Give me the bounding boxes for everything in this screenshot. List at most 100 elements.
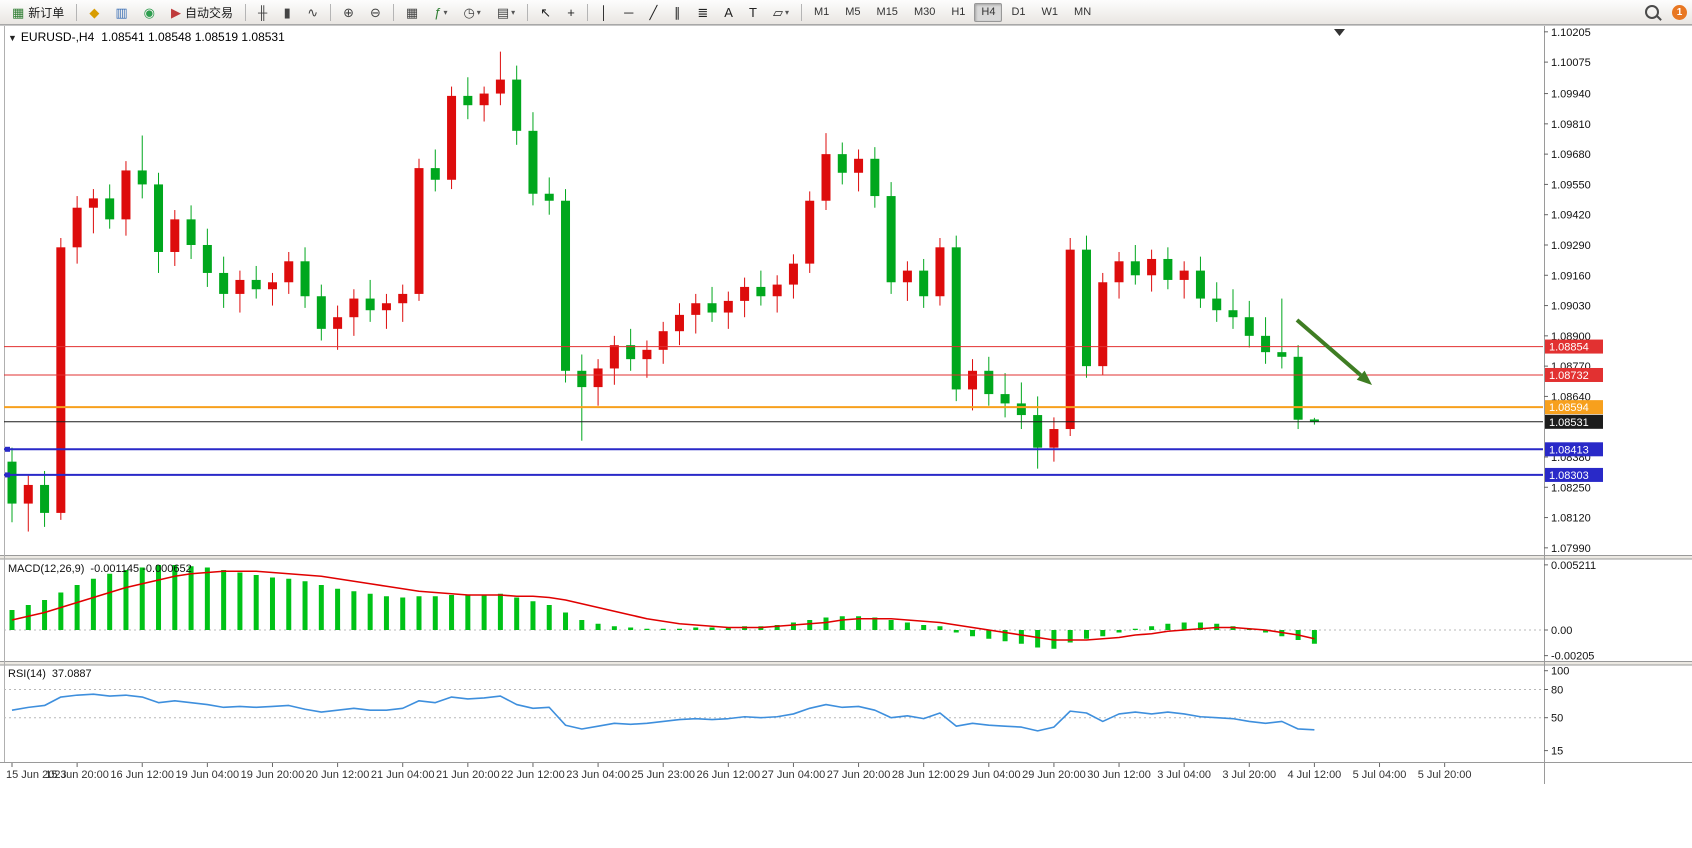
- svg-text:1.09940: 1.09940: [1551, 89, 1591, 101]
- svg-text:3 Jul 04:00: 3 Jul 04:00: [1157, 769, 1211, 781]
- timeframe-d1[interactable]: D1: [1004, 3, 1032, 22]
- timeframe-mn[interactable]: MN: [1067, 3, 1098, 22]
- text-icon: A: [724, 4, 733, 20]
- crosshair-button[interactable]: +: [560, 2, 582, 22]
- toolbar-separator: [392, 3, 394, 21]
- svg-text:1.09030: 1.09030: [1551, 301, 1591, 313]
- toolbar-separator: [330, 3, 332, 21]
- tile-windows-button[interactable]: ▦: [399, 2, 425, 22]
- svg-text:28 Jun 12:00: 28 Jun 12:00: [892, 769, 956, 781]
- svg-text:21 Jun 04:00: 21 Jun 04:00: [371, 769, 435, 781]
- text-label-button[interactable]: T: [742, 2, 764, 22]
- svg-text:27 Jun 04:00: 27 Jun 04:00: [762, 769, 826, 781]
- svg-text:15 Jun 2023: 15 Jun 2023: [6, 769, 67, 781]
- svg-text:15: 15: [1551, 746, 1563, 758]
- auto-trading-button[interactable]: ▶ 自动交易: [164, 2, 240, 22]
- horizontal-line-objects: [4, 346, 1543, 478]
- svg-text:20 Jun 12:00: 20 Jun 12:00: [306, 769, 370, 781]
- svg-text:19 Jun 04:00: 19 Jun 04:00: [176, 769, 240, 781]
- svg-text:30 Jun 12:00: 30 Jun 12:00: [1087, 769, 1151, 781]
- timeframe-m30[interactable]: M30: [907, 3, 942, 22]
- toolbar-separator: [800, 3, 802, 21]
- auto-trading-icon: ▶: [170, 4, 181, 20]
- community-button[interactable]: ▥: [108, 2, 134, 22]
- timeframe-m15[interactable]: M15: [870, 3, 905, 22]
- timeframe-m1[interactable]: M1: [807, 3, 836, 22]
- svg-text:1.08531: 1.08531: [1549, 417, 1589, 429]
- zoom-out-button[interactable]: ⊖: [363, 2, 388, 22]
- shapes-button[interactable]: ▱ ▾: [766, 2, 796, 22]
- zoom-out-icon: ⊖: [370, 4, 381, 20]
- mql5-button[interactable]: ◆: [82, 2, 106, 22]
- shapes-dropdown-arrow[interactable]: ▾: [784, 7, 789, 17]
- templates-button[interactable]: ▤ ▾: [490, 2, 522, 22]
- new-order-label: 新订单: [28, 5, 65, 20]
- candlesticks: [7, 51, 1319, 532]
- timeframe-h4[interactable]: H4: [974, 2, 1003, 22]
- svg-text:1.09290: 1.09290: [1551, 240, 1591, 252]
- svg-text:1.08120: 1.08120: [1551, 513, 1591, 525]
- line-handle: [5, 446, 10, 452]
- macd-values: -0.001145 -0.000652: [90, 563, 192, 575]
- scroll-end-marker: [1334, 29, 1345, 36]
- search-icon[interactable]: [1640, 1, 1664, 23]
- market-icon: ◉: [143, 4, 155, 20]
- svg-text:1.09810: 1.09810: [1551, 119, 1591, 131]
- auto-trading-label: 自动交易: [184, 5, 233, 20]
- timeframe-m5[interactable]: M5: [838, 3, 867, 22]
- market-button[interactable]: ◉: [137, 2, 162, 22]
- svg-text:5 Jul 20:00: 5 Jul 20:00: [1418, 769, 1472, 781]
- chart-chrome: [0, 25, 1692, 784]
- text-label-icon: T: [748, 4, 757, 20]
- fibonacci-icon: ≣: [697, 4, 709, 20]
- templates-dropdown-arrow[interactable]: ▾: [511, 7, 516, 17]
- vertical-line-button[interactable]: │: [593, 2, 615, 22]
- svg-text:1.08594: 1.08594: [1549, 402, 1589, 414]
- equidistant-channel-icon: ∥: [674, 4, 681, 20]
- trendline-icon: ╱: [649, 4, 658, 20]
- toolbar-separator: [527, 3, 529, 21]
- svg-text:0.005211: 0.005211: [1551, 560, 1596, 572]
- trend-arrow: [1295, 318, 1372, 385]
- timeframe-h1[interactable]: H1: [944, 3, 972, 22]
- templates-icon: ▤: [496, 4, 510, 20]
- svg-text:25 Jun 23:00: 25 Jun 23:00: [631, 769, 695, 781]
- toolbar-separator: [587, 3, 589, 21]
- candlestick-mode-icon: ▮: [283, 4, 291, 20]
- equidistant-channel-button[interactable]: ∥: [666, 2, 688, 22]
- new-order-button[interactable]: ▦ 新订单: [5, 2, 71, 22]
- svg-text:-0.00205: -0.00205: [1551, 651, 1594, 663]
- timeframe-w1[interactable]: W1: [1035, 3, 1066, 22]
- rsi-value: 37.0887: [51, 668, 92, 680]
- cursor-button[interactable]: ↖: [533, 2, 558, 22]
- shapes-icon: ▱: [772, 4, 783, 20]
- svg-text:100: 100: [1551, 666, 1569, 678]
- magnifier-glass: [1645, 5, 1659, 19]
- zoom-in-button[interactable]: ⊕: [336, 2, 361, 22]
- indicators-button[interactable]: ƒ ▾: [427, 2, 454, 22]
- periods-dropdown-arrow[interactable]: ▾: [476, 7, 481, 17]
- notification-badge[interactable]: 1: [1672, 4, 1687, 20]
- svg-text:1.09680: 1.09680: [1551, 149, 1591, 161]
- toolbar: ▦ 新订单 ◆ ▥ ◉ ▶ 自动交易 ╫ ▮ ∿ ⊕ ⊖ ▦ ƒ ▾ ◷ ▾ ▤ ▾ ↖ + │ ─ ╱ ∥ ≣ A T ▱ ▾ M1 M5 M…: [0, 0, 1692, 25]
- one-click-trading-icon[interactable]: ▼: [8, 33, 17, 43]
- svg-text:0.00: 0.00: [1551, 625, 1572, 637]
- macd-indicator-label: MACD(12,26,9) -0.001145 -0.000652: [8, 563, 192, 575]
- chart-title-bar: ▼ EURUSD-,H4 1.08541 1.08548 1.08519 1.085…: [8, 30, 285, 44]
- svg-text:19 Jun 20:00: 19 Jun 20:00: [241, 769, 305, 781]
- text-button[interactable]: A: [717, 2, 740, 22]
- periods-button[interactable]: ◷ ▾: [456, 2, 487, 22]
- fibonacci-button[interactable]: ≣: [690, 2, 715, 22]
- svg-text:1.10075: 1.10075: [1551, 57, 1591, 69]
- horizontal-line-button[interactable]: ─: [617, 2, 640, 22]
- candlestick-mode-button[interactable]: ▮: [276, 2, 298, 22]
- price-badge: [1545, 339, 1603, 354]
- trendline-button[interactable]: ╱: [642, 2, 664, 22]
- vertical-line-icon: │: [600, 4, 609, 20]
- ohlc-bars-button[interactable]: ╫: [251, 2, 274, 22]
- line-chart-mode-button[interactable]: ∿: [300, 2, 325, 22]
- svg-text:29 Jun 20:00: 29 Jun 20:00: [1022, 769, 1086, 781]
- indicators-dropdown-arrow[interactable]: ▾: [443, 7, 448, 17]
